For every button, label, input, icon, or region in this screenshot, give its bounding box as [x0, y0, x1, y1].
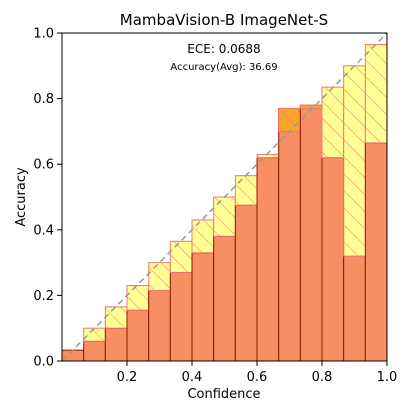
accuracy-bar: [104, 327, 128, 361]
x-tick-label: 1.0: [377, 370, 398, 385]
ece-annotation: ECE: 0.0688: [187, 42, 260, 56]
gap-hatch: [127, 285, 149, 311]
x-tick-label: 0.6: [247, 370, 268, 385]
accuracy-bar: [256, 157, 280, 361]
perfect-calibration-line: [61, 32, 388, 362]
gap-hatch: [278, 108, 301, 132]
gap-hatch: [83, 328, 106, 342]
accuracy-bar: [213, 235, 236, 361]
chart-title: MambaVision-B ImageNet-S: [120, 11, 328, 29]
x-axis-label: Confidence: [187, 387, 260, 402]
y-tick-label: 0.0: [33, 355, 54, 370]
x-tick-label: 0.4: [182, 370, 203, 385]
y-tick-label: 0.2: [33, 289, 54, 304]
accuracy-bar: [169, 271, 193, 361]
accuracy-annotation: Accuracy(Avg): 36.69: [170, 62, 277, 73]
accuracy-bar: [343, 255, 366, 361]
gap-hatch: [235, 175, 257, 206]
y-tick-label: 0.4: [33, 223, 54, 238]
y-axis: 0.0 0.2 0.4 0.6 0.8 1.0: [33, 27, 62, 370]
gap-hatch: [257, 154, 279, 158]
y-tick-label: 0.8: [33, 92, 54, 107]
accuracy-bar: [148, 289, 171, 361]
accuracy-bar: [126, 309, 150, 361]
accuracy-bar: [321, 157, 345, 361]
accuracy-bar: [278, 107, 301, 361]
gap-hatch: [170, 241, 192, 273]
accuracy-bar: [234, 204, 258, 361]
gap-hatch: [365, 44, 387, 143]
accuracy-bar: [62, 349, 85, 361]
accuracy-bar: [191, 252, 215, 361]
gap-hatch: [300, 105, 322, 109]
gap-hatch: [192, 219, 214, 253]
x-tick-label: 0.2: [117, 370, 138, 385]
bars-group: [62, 43, 387, 361]
accuracy-bar: [364, 142, 387, 361]
gap-hatch: [148, 262, 171, 291]
accuracy-bar: [83, 340, 106, 361]
x-axis: 0.2 0.4 0.6 0.8 1.0: [117, 361, 398, 385]
y-tick-label: 0.6: [33, 158, 54, 173]
gap-hatch: [105, 306, 127, 329]
gap-hatch: [213, 197, 236, 237]
y-tick-label: 1.0: [33, 27, 54, 42]
gap-hatch: [343, 65, 366, 257]
y-axis-label: Accuracy: [14, 167, 29, 227]
x-tick-label: 0.8: [312, 370, 333, 385]
gap-hatch: [322, 87, 344, 158]
plot-frame: [61, 32, 388, 362]
accuracy-bar: [299, 104, 323, 361]
